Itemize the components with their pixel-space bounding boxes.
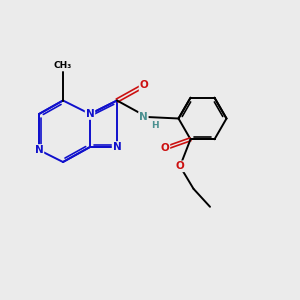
Text: O: O [160, 143, 169, 153]
Text: N: N [85, 109, 94, 119]
Text: N: N [139, 112, 148, 122]
Text: CH₃: CH₃ [54, 61, 72, 70]
Text: N: N [34, 145, 43, 155]
Text: O: O [176, 161, 184, 171]
Text: O: O [140, 80, 148, 91]
Text: N: N [112, 142, 122, 152]
Text: H: H [151, 121, 158, 130]
